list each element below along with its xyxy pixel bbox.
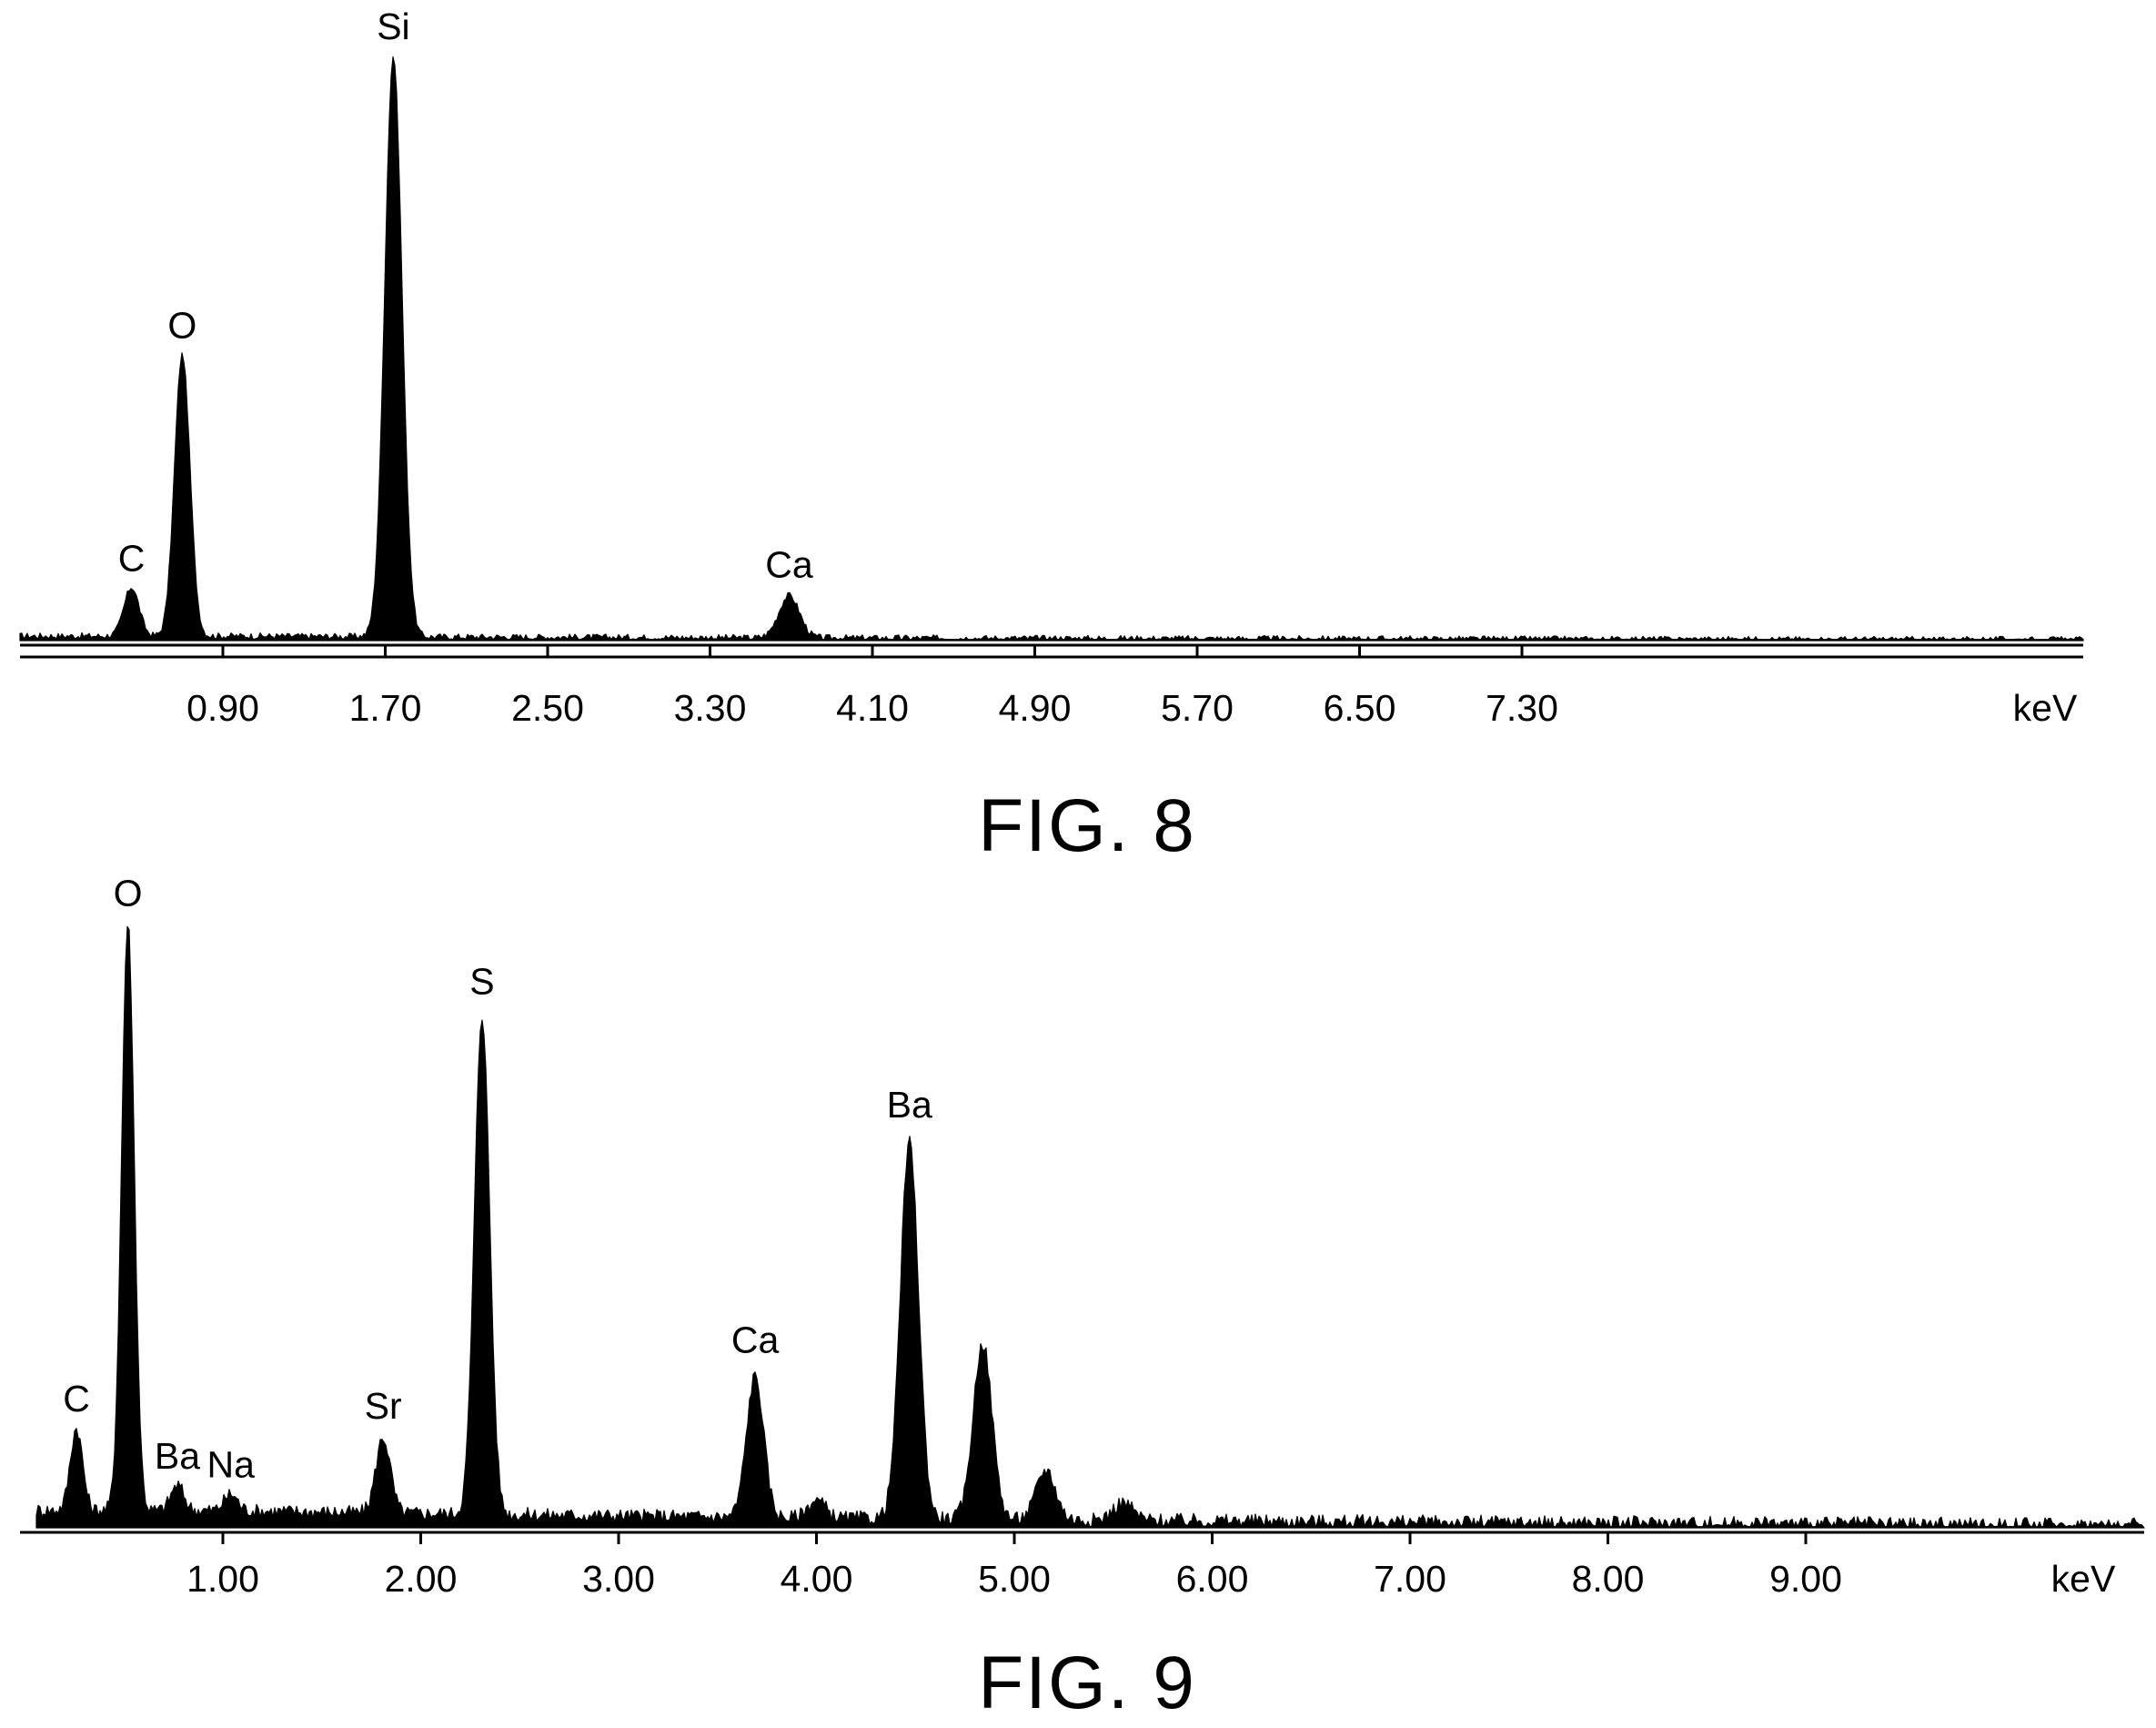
- fig9-peak-label: Sr: [365, 1385, 402, 1427]
- fig8-tick-label: 3.30: [674, 687, 747, 729]
- fig9-tick-label: 5.00: [978, 1558, 1051, 1600]
- fig8-tick-label: 5.70: [1161, 687, 1234, 729]
- fig9-caption: FIG. 9: [978, 1642, 1196, 1724]
- fig8-tick-label: 4.90: [999, 687, 1072, 729]
- fig9-unit-label: keV: [2051, 1558, 2116, 1600]
- fig8-chart: 0.90 1.70 2.50 3.30 4.10 4.90 5.70 6.50 7.30 C O S…: [19, 5, 2084, 867]
- fig9-tick-marks: [221, 1532, 1808, 1544]
- fig9-tick-label: 9.00: [1769, 1558, 1842, 1600]
- fig8-tick-label: 6.50: [1324, 687, 1396, 729]
- fig9-spectrum-trace: [35, 925, 2145, 1529]
- fig9-tick-label: 3.00: [582, 1558, 655, 1600]
- fig9-peak-label: Ca: [731, 1319, 780, 1361]
- fig9-tick-label: 4.00: [781, 1558, 853, 1600]
- fig8-tick-label: 1.70: [349, 687, 422, 729]
- fig9-peak-label: Ba: [155, 1435, 200, 1477]
- fig9-peak-label: O: [114, 873, 143, 915]
- fig8-tick-labels: 0.90 1.70 2.50 3.30 4.10 4.90 5.70 6.50 7.30: [186, 687, 1558, 729]
- fig9-tick-label: 2.00: [385, 1558, 458, 1600]
- fig8-spectrum-trace: [19, 56, 2084, 642]
- fig8-unit-label: keV: [2013, 687, 2078, 729]
- fig8-peak-labels: C O Si Ca: [118, 5, 813, 585]
- fig9-peak-label: Na: [207, 1444, 255, 1486]
- fig8-tick-label: 2.50: [511, 687, 584, 729]
- fig8-tick-label: 4.10: [836, 687, 909, 729]
- fig8-peak-label: Ca: [765, 543, 813, 585]
- fig9-peak-label: S: [469, 961, 494, 1003]
- fig9-tick-labels: 1.00 2.00 3.00 4.00 5.00 6.00 7.00 8.00 9.00: [186, 1558, 1842, 1600]
- fig9-chart: 1.00 2.00 3.00 4.00 5.00 6.00 7.00 8.00 9.00 C O B…: [20, 873, 2145, 1724]
- fig9-tick-label: 6.00: [1176, 1558, 1249, 1600]
- fig8-caption: FIG. 8: [978, 784, 1196, 867]
- fig8-tick-label: 7.30: [1486, 687, 1558, 729]
- fig8-peak-label: O: [167, 304, 196, 346]
- fig8-peak-label: C: [118, 537, 146, 579]
- fig8-tick-marks: [221, 645, 1524, 657]
- fig9-tick-label: 1.00: [186, 1558, 259, 1600]
- fig9-peak-label: C: [63, 1378, 90, 1420]
- fig9-peak-label: Ba: [887, 1084, 932, 1126]
- fig8-peak-label: Si: [377, 5, 409, 47]
- fig8-tick-label: 0.90: [186, 687, 259, 729]
- fig9-tick-label: 8.00: [1572, 1558, 1645, 1600]
- fig9-tick-label: 7.00: [1374, 1558, 1446, 1600]
